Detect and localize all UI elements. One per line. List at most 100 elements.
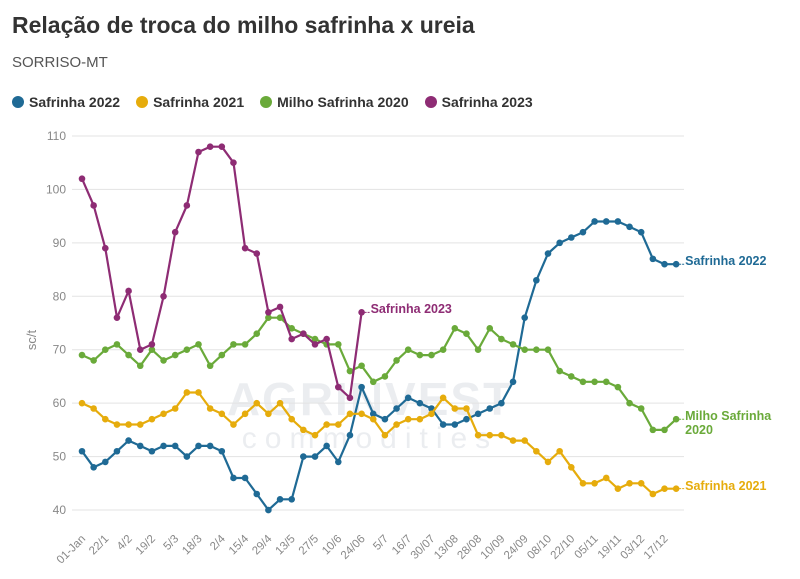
data-point: [498, 431, 505, 439]
data-point: [369, 415, 377, 423]
data-point: [358, 309, 365, 316]
legend-label: Milho Safrinha 2020: [277, 94, 409, 110]
data-point: [148, 447, 156, 455]
end-label: Safrinha 2022: [685, 254, 766, 268]
data-point: [113, 447, 121, 455]
x-tick-label: 19/2: [134, 533, 158, 557]
data-point: [195, 389, 202, 396]
x-tick-label: 17/12: [642, 533, 671, 562]
x-tick-label: 19/11: [596, 533, 624, 561]
data-point: [369, 378, 377, 386]
data-point: [416, 351, 424, 359]
data-point: [509, 437, 517, 444]
y-tick-label: 50: [53, 450, 67, 464]
data-point: [148, 415, 156, 423]
data-point: [241, 474, 249, 482]
data-point: [206, 143, 214, 150]
data-point: [544, 346, 552, 354]
data-point: [451, 421, 459, 428]
data-point: [206, 442, 214, 450]
data-point: [323, 442, 330, 450]
data-point: [160, 410, 167, 418]
chart-subtitle: SORRISO-MT: [12, 54, 108, 71]
data-point: [171, 442, 179, 450]
x-tick-label: 2/4: [208, 533, 228, 553]
data-point: [253, 250, 261, 257]
data-point: [136, 346, 144, 354]
data-point: [474, 431, 482, 439]
data-point: [358, 383, 365, 391]
data-point: [171, 228, 179, 236]
x-tick-label: 18/3: [180, 533, 204, 557]
x-tick-label: 08/10: [525, 533, 554, 562]
legend-item[interactable]: Safrinha 2021: [136, 94, 244, 110]
data-point: [113, 341, 121, 348]
y-tick-label: 100: [46, 182, 66, 196]
data-point: [568, 463, 575, 471]
data-point: [90, 405, 97, 412]
data-point: [463, 330, 470, 337]
legend-item[interactable]: Safrinha 2023: [424, 94, 533, 110]
data-point: [136, 442, 144, 450]
data-point: [626, 399, 633, 407]
y-tick-label: 40: [53, 503, 67, 517]
data-point: [521, 346, 528, 354]
data-point: [428, 351, 435, 359]
series-line: [81, 220, 677, 512]
legend-item[interactable]: Milho Safrinha 2020: [260, 94, 409, 110]
data-point: [323, 421, 330, 428]
data-point: [335, 383, 342, 391]
x-tick-label: 22/10: [549, 533, 578, 562]
y-tick-label: 70: [53, 343, 67, 357]
data-point: [125, 437, 132, 444]
data-point: [626, 223, 633, 231]
data-point: [276, 496, 284, 503]
chart-title: Relação de troca do milho safrinha x ure…: [12, 12, 475, 38]
data-point: [102, 458, 109, 466]
legend: Safrinha 2022 Safrinha 2021 Milho Safrinha…: [12, 94, 533, 110]
y-tick-label: 60: [53, 396, 67, 410]
data-point: [195, 341, 202, 348]
data-point: [486, 325, 494, 332]
legend-item[interactable]: Safrinha 2022: [12, 94, 120, 110]
data-point: [183, 202, 191, 209]
data-point: [451, 325, 459, 332]
data-point: [637, 228, 645, 236]
x-tick-label: 15/4: [227, 533, 252, 558]
end-label: Safrinha 2021: [685, 479, 766, 493]
data-point: [672, 260, 680, 268]
legend-label: Safrinha 2023: [441, 94, 533, 110]
data-point: [311, 341, 319, 348]
legend-label: Safrinha 2022: [29, 94, 121, 110]
data-point: [195, 148, 202, 156]
data-point: [230, 421, 237, 428]
legend-marker: [424, 96, 437, 108]
data-point: [463, 405, 470, 412]
data-point: [311, 335, 319, 343]
data-point: [206, 405, 214, 412]
data-point: [544, 458, 552, 466]
data-point: [451, 405, 459, 412]
data-point: [661, 485, 668, 492]
data-point: [346, 431, 354, 439]
data-point: [358, 410, 365, 418]
legend-label: Safrinha 2021: [153, 94, 245, 110]
data-point: [125, 421, 132, 428]
data-point: [672, 415, 680, 423]
data-point: [288, 496, 296, 503]
end-label-text: Milho Safrinha 2020: [685, 409, 772, 438]
data-point: [404, 415, 412, 423]
x-tick-label: 10/09: [479, 533, 508, 562]
x-tick-label: 28/08: [455, 533, 484, 562]
data-point: [346, 394, 354, 402]
data-point: [183, 389, 191, 396]
data-point: [335, 421, 342, 428]
data-point: [311, 453, 319, 460]
data-point: [416, 415, 424, 423]
data-point: [661, 426, 668, 434]
y-axis-label: sc/t: [24, 330, 39, 351]
data-point: [218, 410, 226, 418]
data-point: [300, 330, 307, 337]
data-point: [183, 346, 191, 354]
